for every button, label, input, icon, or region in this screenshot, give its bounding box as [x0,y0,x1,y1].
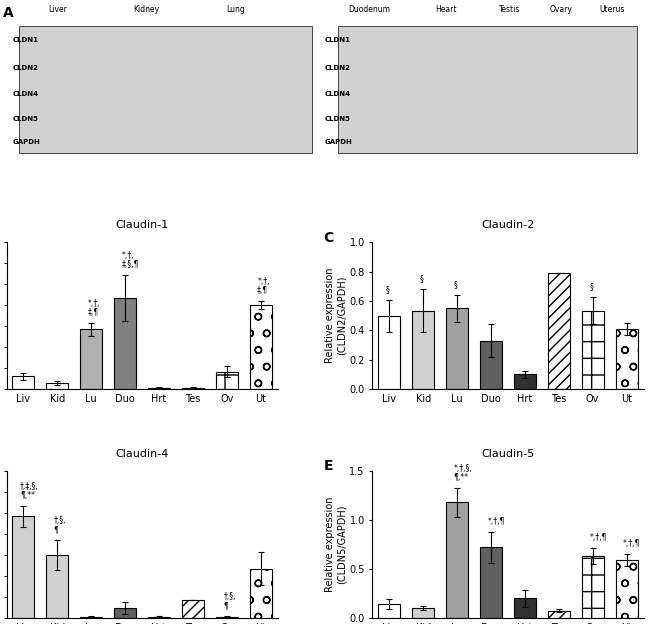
Bar [148,617,170,618]
Bar [480,547,502,618]
Bar [480,341,502,389]
Bar [46,555,68,618]
Bar [616,329,638,389]
Bar [378,316,400,389]
Bar [12,516,34,618]
Bar [216,372,238,389]
Bar [582,556,604,618]
Text: *,†,¶: *,†,¶ [488,517,505,526]
Bar [12,376,34,389]
Text: §: § [420,275,424,283]
Text: E: E [324,459,333,474]
Text: †,§,
¶: †,§, ¶ [54,516,66,534]
Bar [412,311,434,389]
Bar [514,374,536,389]
Bar [20,26,312,153]
Text: *,†,
‡,§,¶: *,†, ‡,§,¶ [122,251,139,269]
Text: CLDN2: CLDN2 [13,65,39,71]
Bar [616,560,638,618]
Text: Duodenum: Duodenum [348,5,391,14]
Bar [548,611,570,618]
Text: Heart: Heart [436,5,457,14]
Title: Claudin-1: Claudin-1 [116,220,168,230]
Text: §: § [386,285,390,294]
Text: §: § [590,283,593,291]
Bar [446,308,468,389]
Bar [446,502,468,618]
Text: GAPDH: GAPDH [325,139,353,145]
Text: Testis: Testis [499,5,521,14]
Text: Ovary: Ovary [549,5,572,14]
Bar [412,608,434,618]
Text: *,†,¶: *,†,¶ [623,539,640,548]
Text: Liver: Liver [48,5,67,14]
Title: Claudin-4: Claudin-4 [115,449,169,459]
Bar [148,388,170,389]
Text: †,‡,§,
¶,**: †,‡,§, ¶,** [20,482,39,500]
Bar [114,608,136,618]
Bar [250,568,272,618]
Bar [338,26,637,153]
Text: CLDN1: CLDN1 [325,37,351,43]
Bar [182,388,204,389]
Text: CLDN4: CLDN4 [13,91,39,97]
Text: CLDN1: CLDN1 [13,37,39,43]
Text: C: C [324,231,334,245]
Bar [514,598,536,618]
Bar [582,311,604,389]
Y-axis label: Relative expression
(CLDN5/GAPDH): Relative expression (CLDN5/GAPDH) [325,497,346,592]
Text: *,†,
‡,¶: *,†, ‡,¶ [257,277,270,295]
Text: Lung: Lung [226,5,245,14]
Y-axis label: Relative expression
(CLDN2/GAPDH): Relative expression (CLDN2/GAPDH) [325,268,346,363]
Bar [46,383,68,389]
Bar [378,604,400,618]
Title: Claudin-2: Claudin-2 [481,220,535,230]
Bar [182,600,204,618]
Bar [114,298,136,389]
Text: *,†,¶: *,†,¶ [590,533,606,542]
Text: Kidney: Kidney [134,5,160,14]
Text: CLDN5: CLDN5 [325,115,351,122]
Text: *,†,
‡,¶: *,†, ‡,¶ [88,299,100,317]
Text: GAPDH: GAPDH [13,139,40,145]
Bar [548,273,570,389]
Bar [216,617,238,618]
Text: CLDN2: CLDN2 [325,65,351,71]
Text: A: A [3,6,14,20]
Bar [250,305,272,389]
Text: *,†,§,
¶,**: *,†,§, ¶,** [454,464,473,482]
Bar [80,329,102,389]
Text: CLDN5: CLDN5 [13,115,39,122]
Text: Uterus: Uterus [599,5,625,14]
Title: Claudin-5: Claudin-5 [482,449,534,459]
Text: CLDN4: CLDN4 [325,91,351,97]
Text: §: § [454,280,458,290]
Text: †,§,
¶: †,§, ¶ [224,592,236,610]
Bar [80,617,102,618]
